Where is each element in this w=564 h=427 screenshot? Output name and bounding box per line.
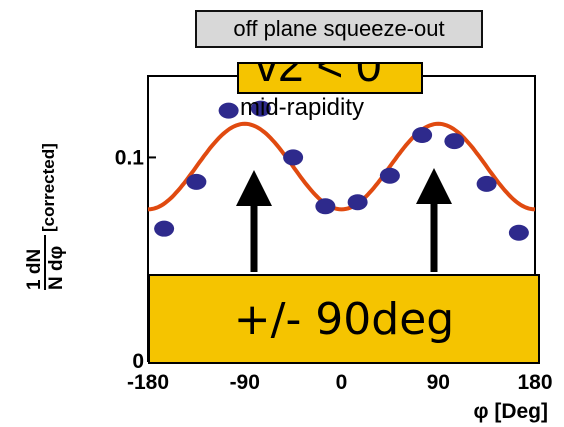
fit-curve-group xyxy=(147,121,536,212)
data-points-group xyxy=(154,100,529,241)
off-plane-squeeze-out-label: off plane squeeze-out xyxy=(195,10,483,48)
x-tick-label: 90 xyxy=(427,371,450,394)
x-tick-label: 0 xyxy=(336,371,348,394)
data-point xyxy=(250,100,271,117)
y-tick-label: 0.1 xyxy=(115,146,145,169)
data-point xyxy=(508,224,529,241)
mid-rapidity-label: mid-rapidity xyxy=(240,94,365,121)
x-tick-label: -180 xyxy=(127,371,169,394)
axis-ticks: -180 -90 0 90 180 0 0.1 xyxy=(115,146,553,394)
data-point xyxy=(444,133,465,150)
v2-label-box: v2 < 0 xyxy=(237,62,423,94)
arrow-right xyxy=(416,168,452,272)
data-point xyxy=(283,149,304,166)
v2-label: v2 < 0 xyxy=(255,62,382,91)
arrow-left xyxy=(236,170,272,272)
data-point xyxy=(154,220,175,237)
y-axis-title-denominator: N dφ xyxy=(46,246,67,290)
x-axis-title: φ [Deg] xyxy=(473,400,548,423)
data-point xyxy=(412,127,433,144)
data-point xyxy=(347,194,368,211)
data-point xyxy=(476,175,497,192)
fit-curve xyxy=(147,121,536,212)
x-tick-label: 180 xyxy=(517,371,552,394)
y-axis-title-sub: [corrected] xyxy=(39,143,58,232)
x-tick-label: -90 xyxy=(230,371,260,394)
data-point xyxy=(218,102,239,119)
y-tick-label: 0 xyxy=(132,350,144,373)
y-axis-title: 1 dN N dφ [corrected] xyxy=(24,143,67,290)
data-point xyxy=(379,167,400,184)
y-axis-title-main: 1 dN xyxy=(24,249,45,290)
plus-minus-90deg-label: +/- 90deg xyxy=(148,274,540,364)
data-point xyxy=(186,173,207,190)
data-point xyxy=(315,198,336,215)
